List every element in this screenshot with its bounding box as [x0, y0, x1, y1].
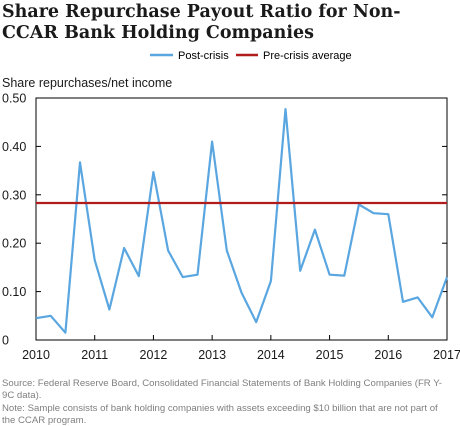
x-tick-label: 2013	[198, 348, 226, 362]
x-tick-label: 2010	[22, 348, 50, 362]
source-note: Source: Federal Reserve Board, Consolida…	[2, 378, 442, 401]
x-tick-label: 2017	[433, 348, 460, 362]
footnote: Note: Sample consists of bank holding co…	[2, 403, 438, 426]
y-ticks: 0 0.10 0.20 0.30 0.40 0.50	[2, 92, 447, 348]
y-tick-label: 0	[2, 334, 9, 348]
x-tick-label: 2015	[316, 348, 344, 362]
post-crisis-line	[35, 107, 449, 334]
plot-area: 00.100.200.300.400.50 2010 2011 2012 2013 20…	[2, 92, 460, 363]
legend-label-pre-crisis-average: Pre-crisis average	[263, 50, 352, 62]
chart-title: Share Repurchase Payout Ratio for Non-CC…	[2, 2, 401, 43]
plot-frame	[35, 97, 448, 341]
legend-label-post-crisis: Post-crisis	[178, 50, 229, 62]
x-tick-label: 2016	[374, 348, 402, 362]
x-tick-label: 2011	[81, 348, 108, 362]
x-tick-label: 2014	[257, 348, 285, 362]
x-ticks: 2010 2011 2012 2013 2014 2015 2016 2017	[22, 335, 460, 362]
x-tick-label: 2012	[140, 348, 168, 362]
legend: Post-crisis Pre-crisis average	[150, 50, 352, 62]
series-lines	[35, 107, 449, 334]
y-tick-label: 0.40	[2, 140, 26, 154]
y-tick-label: 0.20	[2, 237, 26, 251]
y-tick-label: 0.10	[2, 285, 26, 299]
y-tick-label: 0.30	[2, 188, 26, 202]
y-axis-label: Share repurchases/net income	[2, 76, 173, 90]
y-tick-label: 0.50	[2, 92, 26, 106]
